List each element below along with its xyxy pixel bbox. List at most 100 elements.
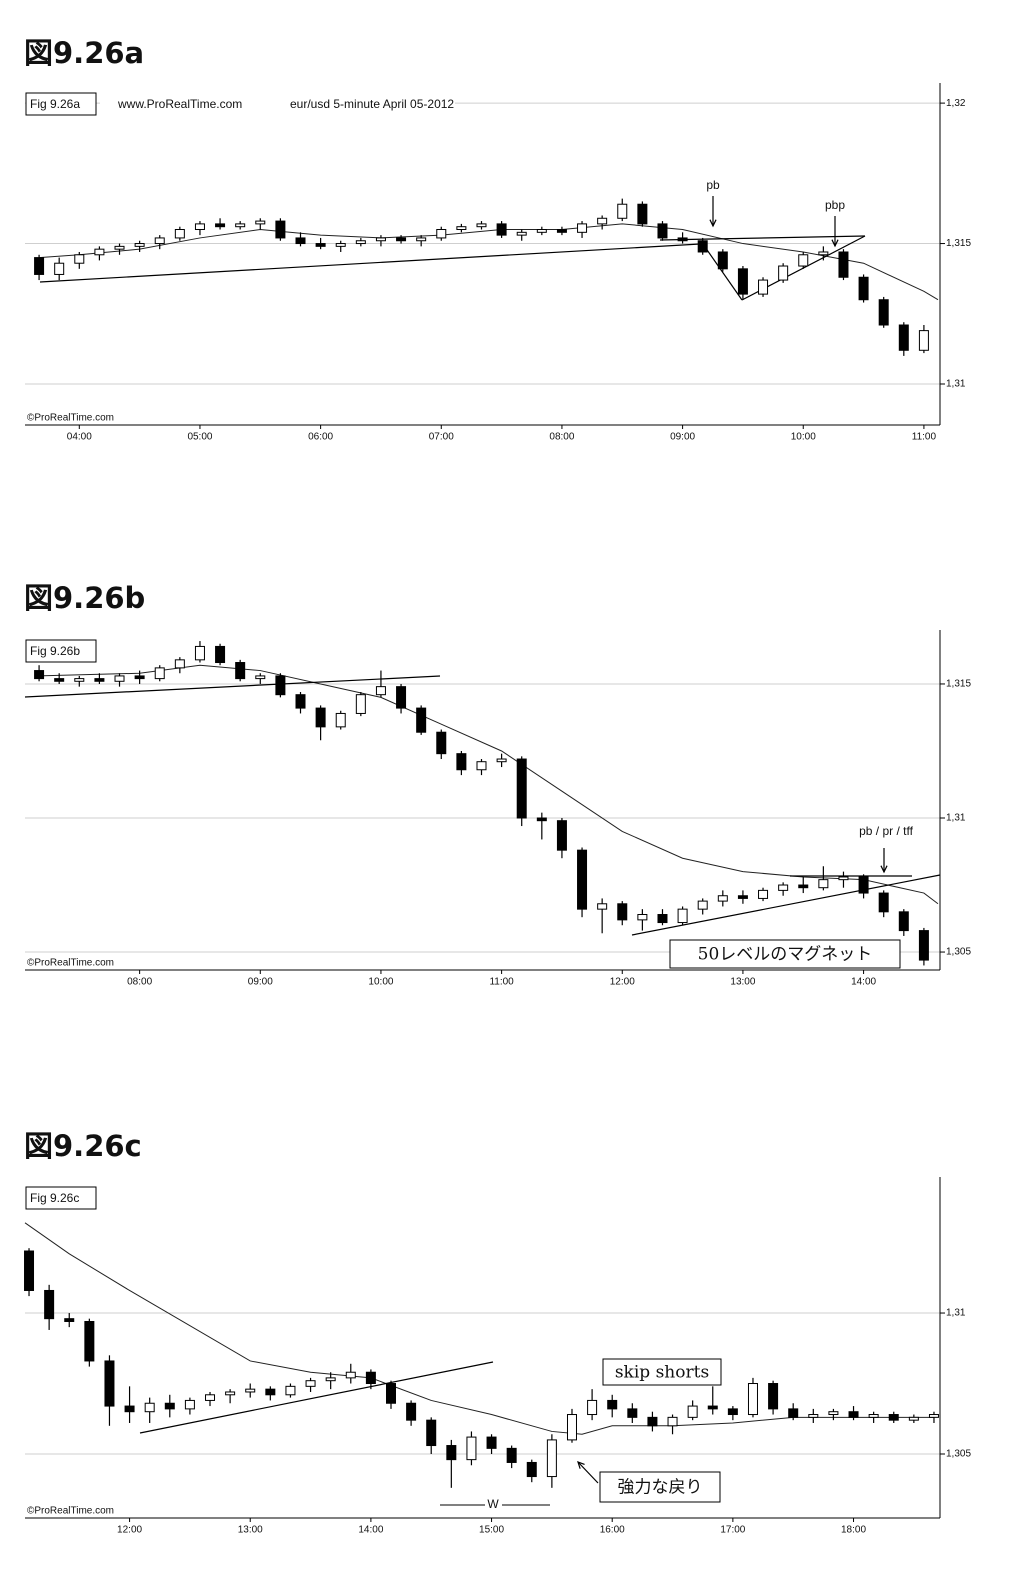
candle-body — [174, 229, 185, 239]
y-tick-label: 1,305 — [946, 1449, 971, 1460]
candle-body — [375, 686, 386, 696]
candle-body — [355, 694, 366, 714]
candle-body — [607, 1399, 618, 1410]
chart-title: Fig 9.26b — [30, 644, 80, 658]
candle-body — [255, 220, 266, 225]
candle-body — [325, 1377, 336, 1382]
candle-body — [305, 1380, 316, 1387]
candle-body — [74, 678, 85, 682]
credit: ©ProRealTime.com — [27, 1506, 114, 1517]
credit: ©ProRealTime.com — [27, 413, 114, 424]
candle-body — [396, 237, 407, 242]
annotation: 強力な戻り — [618, 1478, 703, 1498]
candle-body — [194, 645, 205, 661]
y-tick-label: 1,32 — [946, 98, 966, 109]
x-tick-label: 18:00 — [841, 1525, 866, 1536]
candle-body — [808, 1414, 819, 1418]
trend-line — [631, 874, 941, 936]
candle-body — [225, 1391, 236, 1396]
candle-body — [44, 1289, 55, 1320]
candle-body — [647, 1416, 658, 1427]
candle-body — [768, 1383, 779, 1410]
candle-body — [416, 237, 427, 242]
candle-body — [426, 1419, 437, 1447]
candle-body — [416, 707, 427, 733]
annotation: 50レベルのマグネット — [698, 945, 873, 965]
candle-body — [737, 268, 748, 295]
candle-body — [536, 817, 547, 822]
x-tick-label: 17:00 — [720, 1525, 745, 1536]
label-box — [669, 939, 901, 969]
x-tick-label: 09:00 — [248, 977, 273, 988]
candle-body — [436, 731, 447, 755]
candle-body — [285, 1385, 296, 1396]
candle-body — [365, 1371, 376, 1385]
candle-body — [878, 892, 889, 913]
candle-body — [194, 223, 205, 231]
candle-body — [546, 1439, 557, 1478]
candle-body — [205, 1394, 216, 1401]
x-tick-label: 09:00 — [670, 432, 695, 443]
candle-body — [386, 1383, 396, 1404]
candle-body — [375, 237, 386, 242]
chart-title: Fig 9.26c — [30, 1191, 79, 1205]
x-tick-label: 05:00 — [187, 432, 212, 443]
title-box — [25, 92, 97, 116]
candle-body — [255, 675, 266, 680]
candle-body — [737, 895, 748, 899]
candle-body — [295, 237, 306, 245]
header-bg — [100, 93, 455, 115]
candle-body — [556, 820, 567, 851]
annotation: pb — [706, 178, 720, 192]
candle-body — [908, 1416, 919, 1421]
chart-title: Fig 9.26a — [30, 97, 80, 111]
x-tick-label: 10:00 — [791, 432, 816, 443]
candle-body — [184, 1399, 195, 1410]
candle-body — [456, 753, 467, 771]
candle-body — [144, 1402, 155, 1413]
candle-body — [878, 299, 889, 326]
candle-body — [597, 217, 608, 225]
candle-body — [798, 884, 809, 889]
candle-body — [446, 1445, 457, 1461]
candle-body — [577, 849, 588, 910]
candle-body — [516, 231, 527, 236]
y-tick-label: 1,305 — [946, 947, 971, 958]
trend-line — [659, 235, 866, 241]
candle-body — [918, 930, 929, 961]
candle-body — [466, 1436, 477, 1461]
candle-body — [657, 223, 668, 239]
candle-body — [335, 243, 346, 247]
x-tick-label: 10:00 — [368, 977, 393, 988]
candle-body — [34, 257, 45, 275]
candle-body — [154, 667, 165, 680]
candle-body — [114, 245, 125, 250]
x-tick-label: 11:00 — [912, 432, 937, 443]
candle-body — [798, 254, 809, 267]
x-tick-label: 04:00 — [67, 432, 92, 443]
candle-body — [526, 1461, 537, 1478]
candle-body — [34, 670, 45, 680]
candle-body — [828, 1411, 839, 1416]
trend-line — [24, 675, 441, 698]
arrow — [577, 1461, 599, 1484]
candle-body — [667, 1416, 678, 1427]
candle-body — [587, 1399, 598, 1416]
y-tick-label: 1,315 — [946, 679, 971, 690]
trend-line — [39, 243, 701, 283]
candle-body — [918, 330, 929, 351]
title-box — [25, 639, 97, 663]
candle-body — [74, 254, 85, 264]
x-tick-label: 12:00 — [610, 977, 635, 988]
y-tick-label: 1,31 — [946, 379, 966, 390]
candle-body — [54, 262, 65, 275]
candle-body — [637, 914, 648, 921]
candle-body — [335, 712, 346, 728]
annotation: pb / pr / tff — [859, 824, 913, 838]
candle-body — [707, 1405, 718, 1410]
candle-body — [697, 240, 708, 253]
candle-body — [215, 645, 226, 664]
label-box — [599, 1471, 721, 1503]
candle-body — [114, 675, 125, 682]
